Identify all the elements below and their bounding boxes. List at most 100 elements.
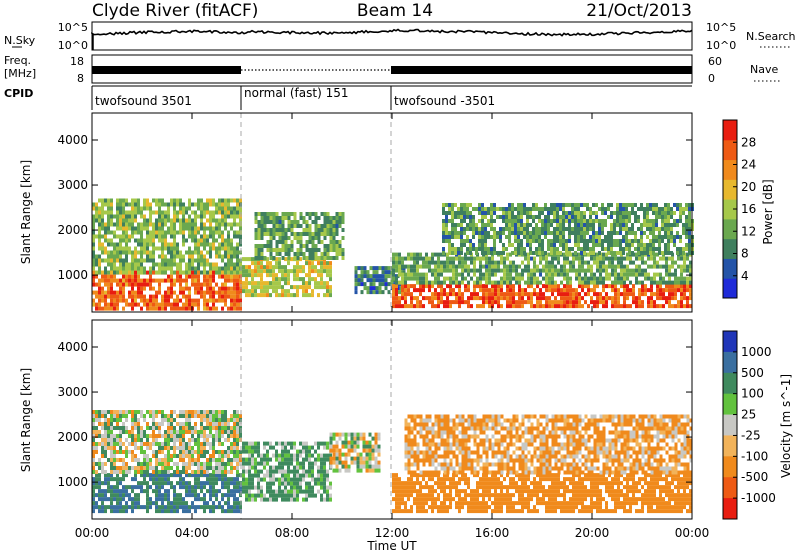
heatmap-cell (221, 509, 224, 514)
heatmap-cell (566, 304, 569, 309)
heatmap-cell (287, 269, 290, 274)
heatmap-cell (656, 260, 659, 265)
heatmap-cell (260, 493, 263, 498)
heatmap-cell (481, 239, 484, 243)
heatmap-cell (104, 202, 107, 207)
heatmap-cell (407, 272, 410, 277)
heatmap-cell (332, 220, 336, 224)
heatmap-cell (284, 232, 288, 236)
heatmap-cell (332, 256, 336, 260)
heatmap-cell (206, 278, 209, 283)
heatmap-cell (161, 218, 164, 223)
heatmap-cell (221, 234, 224, 239)
heatmap-cell (152, 454, 155, 458)
heatmap-cell (218, 286, 221, 291)
heatmap-cell (167, 434, 170, 438)
heatmap-cell (617, 296, 620, 301)
heatmap-cell (578, 280, 581, 285)
heatmap-cell (176, 493, 179, 498)
heatmap-cell (155, 218, 158, 223)
heatmap-cell (161, 298, 164, 303)
heatmap-cell (520, 251, 523, 255)
heatmap-cell (402, 270, 406, 275)
heatmap-cell (215, 306, 218, 311)
heatmap-cell (248, 273, 251, 278)
heatmap-cell (583, 251, 586, 255)
heatmap-cell (146, 306, 149, 311)
heatmap-cell (143, 246, 146, 251)
heatmap-cell (613, 251, 616, 255)
heatmap-cell (200, 426, 203, 430)
heatmap-cell (554, 280, 557, 285)
heatmap-cell (200, 505, 203, 510)
heatmap-cell (200, 466, 203, 470)
heatmap-cell (251, 441, 254, 446)
heatmap-cell (460, 207, 463, 211)
heatmap-cell (475, 247, 478, 251)
heatmap-cell (628, 211, 631, 215)
heatmap-cell (637, 243, 640, 247)
heatmap-cell (230, 466, 233, 470)
heatmap-cell (599, 296, 602, 301)
heatmap-cell (287, 220, 291, 224)
heatmap-cell (653, 300, 656, 305)
heatmap-cell (559, 231, 562, 235)
heatmap-cell (230, 262, 233, 267)
heatmap-cell (299, 449, 302, 454)
heatmap-cell (329, 232, 333, 236)
heatmap-cell (688, 251, 691, 255)
heatmap-cell (680, 288, 683, 293)
heatmap-cell (653, 264, 656, 269)
heatmap-cell (218, 274, 221, 279)
heatmap-cell (637, 215, 640, 219)
heatmap-cell (587, 280, 590, 285)
heatmap-cell (155, 489, 158, 494)
heatmap-cell (185, 262, 188, 267)
heatmap-cell (451, 243, 454, 247)
heatmap-cell (197, 454, 200, 458)
heatmap-cell (131, 306, 134, 311)
heatmap-cell (152, 234, 155, 239)
heatmap-cell (488, 268, 491, 273)
heatmap-cell (617, 276, 620, 281)
heatmap-cell (233, 422, 236, 426)
heatmap-cell (314, 281, 317, 286)
heatmap-cell (266, 248, 270, 252)
heatmap-cell (107, 302, 110, 307)
heatmap-cell (179, 414, 182, 418)
heatmap-cell (269, 248, 273, 252)
heatmap-cell (143, 473, 146, 478)
heatmap-cell (287, 256, 291, 260)
heatmap-cell (485, 264, 488, 269)
heatmap-cell (215, 473, 218, 478)
heatmap-cell (260, 220, 264, 224)
heatmap-cell (158, 446, 161, 450)
heatmap-cell (278, 269, 281, 274)
heatmap-cell (155, 414, 158, 418)
heatmap-cell (125, 298, 128, 303)
heatmap-cell (170, 414, 173, 418)
heatmap-cell (221, 493, 224, 498)
heatmap-cell (161, 481, 164, 486)
heatmap-cell (454, 235, 457, 239)
heatmap-cell (628, 219, 631, 223)
heatmap-cell (218, 501, 221, 506)
heatmap-cell (263, 289, 266, 294)
heatmap-cell (254, 493, 257, 498)
heatmap-cell (137, 290, 140, 295)
heatmap-cell (527, 252, 530, 257)
heatmap-cell (239, 414, 242, 418)
heatmap-cell (466, 247, 469, 251)
heatmap-cell (526, 223, 529, 227)
heatmap-cell (95, 414, 98, 418)
heatmap-cell (215, 206, 218, 211)
heatmap-cell (113, 214, 116, 219)
heatmap-cell (212, 489, 215, 494)
heatmap-cell (311, 240, 315, 244)
heatmap-cell (176, 210, 179, 215)
heatmap-cell (92, 450, 95, 454)
heatmap-cell (119, 226, 122, 231)
heatmap-cell (688, 207, 691, 211)
heatmap-cell (419, 280, 422, 285)
heatmap-cell (170, 434, 173, 438)
